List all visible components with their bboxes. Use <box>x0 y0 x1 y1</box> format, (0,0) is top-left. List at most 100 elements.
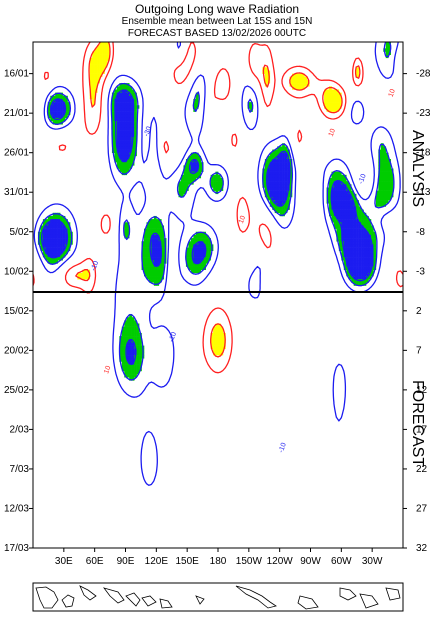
anomaly-fill-cell <box>388 165 391 169</box>
anomaly-fill-cell <box>45 219 49 223</box>
anomaly-fill-cell <box>126 364 130 369</box>
anomaly-fill-cell <box>336 193 340 198</box>
anomaly-fill-cell <box>368 228 372 233</box>
anomaly-fill-cell <box>346 181 350 185</box>
anomaly-fill-cell <box>351 203 354 207</box>
anomaly-fill-cell <box>208 247 211 252</box>
anomaly-fill-cell <box>198 234 202 239</box>
anomaly-fill-cell <box>55 253 58 258</box>
y-tick-label-day: -28 <box>416 69 431 80</box>
anomaly-fill-cell <box>215 326 219 331</box>
anomaly-fill-cell <box>272 203 276 207</box>
analysis-label: ANALYSIS <box>409 130 426 207</box>
anomaly-fill-cell <box>346 190 350 195</box>
anomaly-fill-cell <box>351 209 354 214</box>
anomaly-fill-cell <box>341 219 345 223</box>
anomaly-fill-cell <box>89 79 93 84</box>
anomaly-fill-cell <box>131 149 135 153</box>
anomaly-fill-cell <box>97 45 100 49</box>
anomaly-fill-cell <box>94 64 98 68</box>
anomaly-fill-cell <box>346 247 350 252</box>
anomaly-fill-cell <box>343 215 347 220</box>
anomaly-fill-cell <box>119 105 123 109</box>
anomaly-fill-cell <box>378 193 382 198</box>
anomaly-fill-cell <box>62 238 66 242</box>
anomaly-fill-cell <box>195 250 199 255</box>
anomaly-fill-cell <box>277 159 280 163</box>
anomaly-fill-cell <box>331 187 335 191</box>
anomaly-fill-cell <box>47 234 51 239</box>
anomaly-fill-cell <box>336 190 340 195</box>
y-tick-label-day: -18 <box>416 148 431 159</box>
anomaly-fill-cell <box>129 364 132 369</box>
anomaly-fill-cell <box>129 136 132 141</box>
anomaly-fill-cell <box>124 117 128 122</box>
anomaly-fill-cell <box>129 98 132 103</box>
anomaly-fill-cell <box>134 121 137 125</box>
anomaly-fill-cell <box>385 42 389 46</box>
anomaly-fill-cell <box>156 219 160 223</box>
anomaly-fill-cell <box>277 184 280 188</box>
anomaly-fill-cell <box>361 253 364 258</box>
anomaly-fill-cell <box>185 171 189 176</box>
anomaly-fill-cell <box>351 276 354 280</box>
anomaly-fill-cell <box>269 159 273 163</box>
anomaly-fill-cell <box>185 165 189 169</box>
anomaly-fill-cell <box>218 345 221 350</box>
x-tick-label: 120W <box>267 556 294 567</box>
anomaly-fill-cell <box>92 70 95 74</box>
anomaly-fill-cell <box>279 212 283 217</box>
anomaly-fill-cell <box>65 250 68 255</box>
anomaly-fill-cell <box>284 200 288 204</box>
anomaly-fill-cell <box>346 244 350 248</box>
anomaly-fill-cell <box>361 263 364 267</box>
anomaly-fill-cell <box>368 263 372 267</box>
anomaly-fill-cell <box>65 98 68 103</box>
anomaly-fill-cell <box>343 196 347 201</box>
anomaly-fill-cell <box>134 143 137 147</box>
anomaly-fill-cell <box>193 238 197 242</box>
anomaly-fill-cell <box>47 105 51 109</box>
anomaly-fill-cell <box>326 92 330 97</box>
anomaly-fill-cell <box>62 222 66 226</box>
anomaly-fill-cell <box>200 257 204 261</box>
anomaly-fill-cell <box>383 174 387 179</box>
anomaly-fill-cell <box>361 269 364 274</box>
anomaly-fill-cell <box>188 263 192 267</box>
anomaly-fill-cell <box>338 212 342 217</box>
anomaly-fill-cell <box>373 231 377 236</box>
anomaly-fill-cell <box>390 177 394 182</box>
anomaly-fill-cell <box>126 370 130 375</box>
anomaly-fill-cell <box>119 130 123 135</box>
anomaly-fill-cell <box>385 177 389 182</box>
anomaly-fill-cell <box>126 130 130 135</box>
anomaly-fill-cell <box>55 238 58 242</box>
anomaly-fill-cell <box>156 266 160 270</box>
anomaly-fill-cell <box>338 193 342 198</box>
anomaly-fill-cell <box>50 98 54 103</box>
anomaly-fill-cell <box>129 342 132 346</box>
anomaly-fill-cell <box>116 117 120 122</box>
anomaly-fill-cell <box>65 238 68 242</box>
anomaly-fill-cell <box>277 155 280 160</box>
anomaly-fill-cell <box>134 361 137 365</box>
anomaly-fill-cell <box>193 152 197 157</box>
anomaly-fill-cell <box>67 225 71 229</box>
anomaly-fill-cell <box>65 102 68 106</box>
anomaly-fill-cell <box>329 206 332 210</box>
anomaly-fill-cell <box>338 184 342 188</box>
anomaly-fill-cell <box>279 196 283 201</box>
anomaly-fill-cell <box>370 272 374 277</box>
contour-line <box>37 42 395 381</box>
x-tick-label: 60W <box>331 556 352 567</box>
anomaly-fill-cell <box>351 238 354 242</box>
anomaly-fill-cell <box>341 193 345 198</box>
anomaly-fill-cell <box>116 133 120 138</box>
anomaly-fill-cell <box>161 250 165 255</box>
anomaly-fill-cell <box>218 332 221 337</box>
anomaly-fill-cell <box>348 187 352 191</box>
anomaly-fill-cell <box>79 276 83 280</box>
anomaly-fill-cell <box>190 247 194 252</box>
anomaly-fill-cell <box>121 95 125 100</box>
anomaly-fill-cell <box>89 64 93 68</box>
